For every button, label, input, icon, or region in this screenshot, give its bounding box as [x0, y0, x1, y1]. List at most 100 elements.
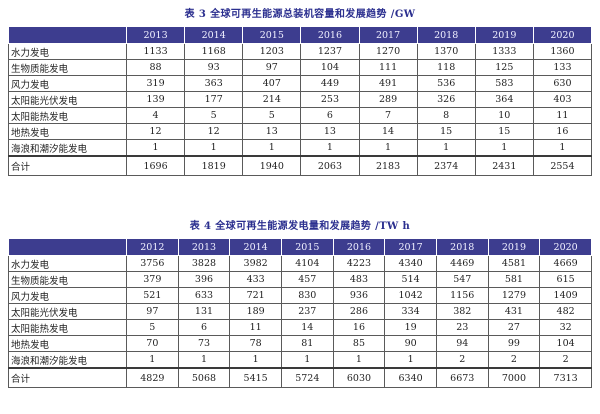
table-4-year-header: 2016 — [332, 238, 386, 256]
table-4-cell: 1 — [229, 351, 282, 369]
table-4-cell: 4469 — [435, 255, 489, 272]
table-4-cell: 73 — [177, 335, 231, 352]
table-4-year-header: 2020 — [539, 238, 592, 256]
table-4-row: 太阳能光伏发电 97 131 189 237 286 334 382 431 482 — [8, 303, 592, 320]
table-4-year-header: 2014 — [229, 238, 282, 256]
table-3-row-label: 太阳能光伏发电 — [8, 91, 127, 108]
table-3-year-header: 2018 — [416, 26, 476, 44]
table-4-cell: 19 — [384, 319, 437, 336]
table-3-cell: 1168 — [184, 43, 244, 60]
table-3-cell: 5 — [242, 107, 302, 124]
table-4-row-label: 水力发电 — [8, 255, 127, 272]
table-3-cell: 1 — [184, 139, 244, 157]
table-4-cell: 483 — [332, 271, 386, 288]
table-4-cell: 94 — [435, 335, 489, 352]
table-4: 2012 2013 2014 2015 2016 2017 2018 2019 2020 水力发… — [8, 238, 592, 388]
table-3-caption: 表 3 全球可再生能源总装机容量和发展趋势 /GW — [184, 9, 416, 20]
table-4-cell: 32 — [539, 319, 592, 336]
table-3-cell: 2431 — [474, 155, 534, 176]
table-4-cell: 286 — [332, 303, 386, 320]
table-4-cell: 6 — [177, 319, 231, 336]
table-4-cell: 431 — [487, 303, 541, 320]
table-3-cell: 1696 — [125, 155, 186, 176]
table-4-cell: 4104 — [280, 255, 334, 272]
table-3-row-label: 太阳能热发电 — [8, 107, 127, 124]
table-4-cell: 70 — [126, 335, 179, 352]
table-4-cell: 4669 — [539, 255, 592, 272]
table-4-cell: 3828 — [177, 255, 231, 272]
table-3-cell: 118 — [416, 59, 476, 76]
table-3-cell: 289 — [358, 91, 418, 108]
table-4-year-header: 2017 — [384, 238, 437, 256]
table-3-row-label: 地热发电 — [8, 123, 127, 140]
table-3-row-label: 海浪和潮汐能发电 — [8, 139, 127, 157]
table-4-cell: 85 — [332, 335, 386, 352]
table-4-cell: 1 — [126, 351, 179, 369]
table-3-cell: 2063 — [300, 155, 360, 176]
table-3-cell: 403 — [532, 91, 593, 108]
table-4-cell: 633 — [177, 287, 231, 304]
table-3-cell: 88 — [125, 59, 186, 76]
table-4-cell: 5068 — [177, 367, 231, 388]
table-4-cell: 81 — [280, 335, 334, 352]
table-4-row: 地热发电 70 73 78 81 85 90 94 99 104 — [8, 335, 592, 352]
table-4-cell: 581 — [487, 271, 541, 288]
table-3-cell: 139 — [125, 91, 186, 108]
table-3-cell: 2183 — [358, 155, 418, 176]
table-4-cell: 11 — [229, 319, 282, 336]
table-4-cell: 16 — [332, 319, 386, 336]
table-3-cell: 7 — [358, 107, 418, 124]
table-3-cell: 93 — [184, 59, 244, 76]
table-4-cell: 1 — [280, 351, 334, 369]
table-4-cell: 1 — [177, 351, 231, 369]
table-4-cell: 5724 — [280, 367, 334, 388]
table-4-cell: 721 — [229, 287, 282, 304]
table-4-cell: 90 — [384, 335, 437, 352]
table-3-cell: 1 — [474, 139, 534, 157]
table-4-row-label: 太阳能热发电 — [8, 319, 127, 336]
table-3-cell: 449 — [300, 75, 360, 92]
table-3-cell: 1203 — [242, 43, 302, 60]
table-3-cell: 12 — [184, 123, 244, 140]
table-4-cell: 936 — [332, 287, 386, 304]
table-3-row-label: 水力发电 — [8, 43, 127, 60]
table-3-cell: 10 — [474, 107, 534, 124]
table-4-cell: 1156 — [435, 287, 489, 304]
table-3-header-row: 2013 2014 2015 2016 2017 2018 2019 2020 — [8, 26, 593, 44]
table-3-cell: 177 — [184, 91, 244, 108]
table-3-year-header: 2020 — [532, 26, 593, 44]
table-4-cell: 615 — [539, 271, 592, 288]
table-3-corner-cell — [8, 26, 127, 44]
table-4-cell: 7000 — [487, 367, 541, 388]
table-3-cell: 1 — [532, 139, 593, 157]
table-3-row: 海浪和潮汐能发电 1 1 1 1 1 1 1 1 — [8, 139, 593, 157]
table-3-year-header: 2014 — [184, 26, 244, 44]
table-4-year-header: 2012 — [126, 238, 179, 256]
table-3-cell: 13 — [242, 123, 302, 140]
table-4-row: 太阳能热发电 5 6 11 14 16 19 23 27 32 — [8, 319, 592, 336]
table-4-row-label: 风力发电 — [8, 287, 127, 304]
table-4-cell: 97 — [126, 303, 179, 320]
table-4-cell: 4581 — [487, 255, 541, 272]
table-4-total-row: 合计 4829 5068 5415 5724 6030 6340 6673 7000 7313 — [8, 367, 592, 388]
table-4-cell: 237 — [280, 303, 334, 320]
table-4-cell: 4223 — [332, 255, 386, 272]
table-3-year-header: 2019 — [474, 26, 534, 44]
table-3-row-label: 生物质能发电 — [8, 59, 127, 76]
table-4-row-label: 合计 — [8, 367, 127, 388]
table-4-cell: 482 — [539, 303, 592, 320]
table-4-cell: 514 — [384, 271, 437, 288]
table-4-cell: 23 — [435, 319, 489, 336]
table-4-cell: 2 — [435, 351, 489, 369]
table-4-cell: 2 — [539, 351, 592, 369]
table-3-cell: 12 — [125, 123, 186, 140]
table-3-row: 生物质能发电 88 93 97 104 111 118 125 133 — [8, 59, 593, 76]
table-4-cell: 334 — [384, 303, 437, 320]
table-3-cell: 5 — [184, 107, 244, 124]
table-4-cell: 7313 — [539, 367, 592, 388]
table-3-cell: 407 — [242, 75, 302, 92]
table-4-cell: 4829 — [126, 367, 179, 388]
table-4-cell: 1 — [384, 351, 437, 369]
table-4-cell: 1042 — [384, 287, 437, 304]
table-4-cell: 2 — [487, 351, 541, 369]
